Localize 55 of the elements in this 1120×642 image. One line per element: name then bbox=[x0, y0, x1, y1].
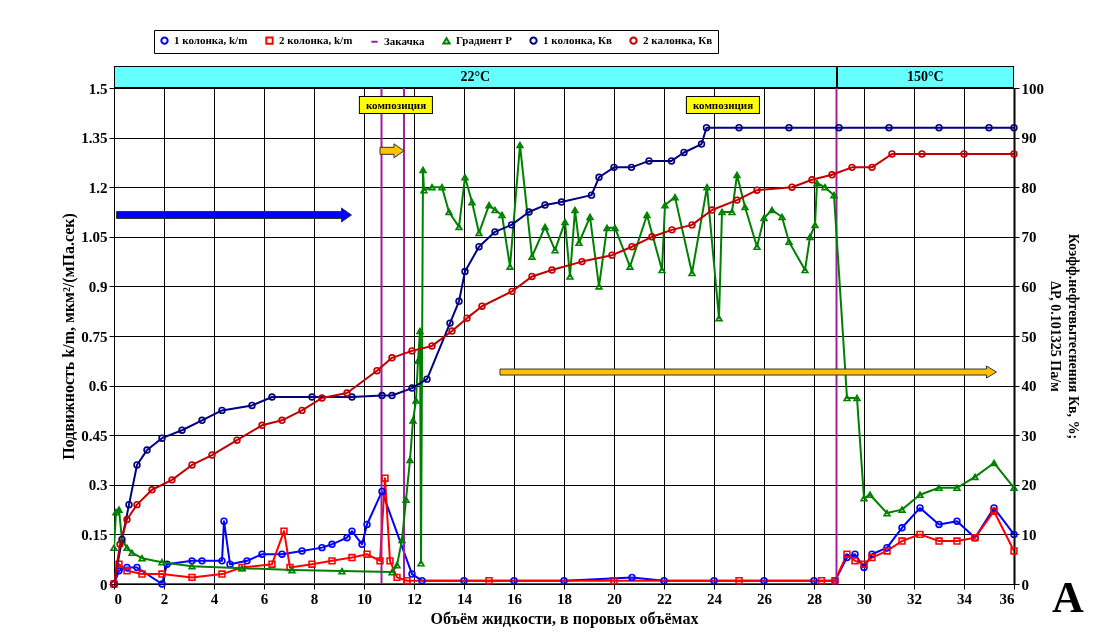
y-tick-label: 0.6 bbox=[88, 378, 108, 395]
x-axis-title: Объём жидкости, в поровых объёмах bbox=[430, 609, 699, 628]
x-tick-label: 34 bbox=[957, 590, 973, 607]
annotation: композиция bbox=[358, 95, 434, 114]
x-tick-label: 2 bbox=[160, 590, 169, 607]
y2-tick-label: 20 bbox=[1021, 477, 1037, 494]
x-tick-label: 0 bbox=[114, 590, 122, 607]
y-tick-label: 0.9 bbox=[88, 278, 108, 295]
x-tick-label: 4 bbox=[210, 590, 219, 607]
legend-label: 1 колонка, k/m bbox=[174, 33, 248, 46]
y2-tick-label: 40 bbox=[1021, 378, 1037, 395]
y2-tick-label: 10 bbox=[1021, 526, 1037, 543]
x-tick-label: 8 bbox=[310, 590, 319, 607]
y2-axis-title: Коэфф.нефтевытеснения Кв, %; ΔP, 0.101325 Па/м bbox=[1048, 233, 1081, 440]
y-tick-label: 1.05 bbox=[81, 229, 108, 246]
y2-tick-label: 90 bbox=[1021, 130, 1037, 147]
x-tick-label: 10 bbox=[357, 590, 372, 607]
y-tick-label: 0 bbox=[100, 576, 108, 593]
x-tick-label: 32 bbox=[907, 590, 922, 607]
text: 150°C bbox=[836, 66, 1014, 88]
y-tick-label: 0.15 bbox=[81, 526, 108, 543]
y2-tick-label: 80 bbox=[1021, 179, 1037, 196]
x-tick-label: 12 bbox=[407, 590, 422, 607]
legend-label: 2 калонка, Кв bbox=[643, 33, 713, 46]
y2-tick-label: 30 bbox=[1021, 427, 1037, 444]
y2-tick-label: 60 bbox=[1021, 278, 1037, 295]
x-tick-label: 22 bbox=[657, 590, 672, 607]
y2-tick-label: 70 bbox=[1021, 229, 1037, 246]
y2-tick-label: 100 bbox=[1021, 80, 1044, 97]
x-tick-label: 36 bbox=[999, 590, 1015, 607]
legend-label: Закачка bbox=[384, 34, 425, 47]
x-tick-label: 28 bbox=[807, 590, 822, 607]
y-tick-label: 0.3 bbox=[88, 477, 108, 494]
y2-tick-label: 50 bbox=[1021, 328, 1037, 345]
legend-label: 2 колонка, k/m bbox=[279, 33, 353, 46]
x-tick-label: 16 bbox=[507, 590, 523, 607]
text: 22°C bbox=[114, 66, 837, 88]
y-tick-label: 1.2 bbox=[88, 179, 108, 196]
y-tick-label: 0.75 bbox=[81, 328, 108, 345]
text: A bbox=[1052, 572, 1084, 623]
x-tick-label: 6 bbox=[260, 590, 269, 607]
x-tick-label: 20 bbox=[607, 590, 622, 607]
x-tick-label: 30 bbox=[857, 590, 872, 607]
x-tick-label: 24 bbox=[707, 590, 723, 607]
x-tick-label: 18 bbox=[557, 590, 572, 607]
y-tick-label: 0.45 bbox=[81, 427, 108, 444]
x-tick-label: 26 bbox=[757, 590, 773, 607]
y2-tick-label: 0 bbox=[1021, 576, 1029, 593]
y-tick-label: 1.35 bbox=[81, 130, 108, 147]
annotation: композиция bbox=[685, 95, 761, 114]
legend-label: 1 колонка, Кв bbox=[543, 33, 612, 46]
y-axis-title: Подвижность k/m, мкм²/(мПа.сек) bbox=[60, 213, 79, 460]
x-tick-label: 14 bbox=[457, 590, 473, 607]
y-tick-label: 1.5 bbox=[88, 80, 108, 97]
legend-label: Градиент Р bbox=[456, 33, 513, 46]
